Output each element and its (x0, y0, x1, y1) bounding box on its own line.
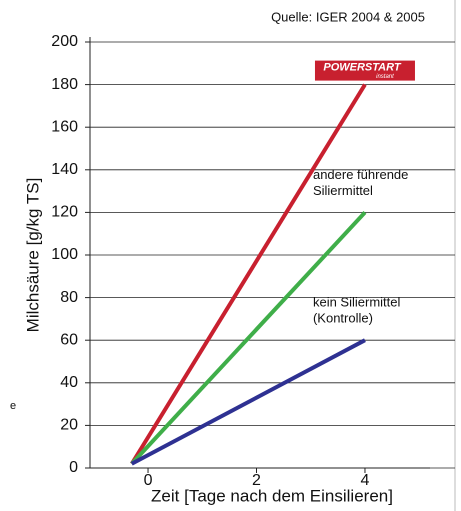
logo-text: POWERSTART (323, 62, 401, 74)
y-tick-label: 80 (60, 289, 78, 306)
y-tick-label: 0 (69, 459, 78, 476)
y-tick-label: 20 (60, 417, 78, 434)
y-tick-label: 160 (51, 118, 78, 135)
y-tick-label: 40 (60, 374, 78, 391)
logo-subtext: instant (376, 74, 394, 80)
series-line (130, 83, 367, 465)
y-tick-label: 120 (51, 204, 78, 221)
x-tick-label: 2 (252, 472, 261, 489)
series-label: (Kontrolle) (313, 311, 373, 326)
series-label: Siliermittel (313, 183, 373, 198)
logo-bg (314, 60, 415, 81)
series-line (130, 211, 367, 466)
y-tick-label: 140 (51, 161, 78, 178)
y-axis-label: Milchsäure [g/kg TS] (23, 178, 42, 333)
y-tick-label: 180 (51, 76, 78, 93)
series-label: andere führende (313, 167, 408, 182)
x-tick-label: 4 (361, 472, 370, 489)
x-tick-label: 0 (144, 472, 153, 489)
cropped-text: e (10, 400, 16, 412)
series-line (130, 338, 366, 466)
y-tick-label: 100 (51, 246, 78, 263)
x-axis-label: Zeit [Tage nach dem Einsilieren] (151, 486, 393, 505)
source: Quelle: IGER 2004 & 2005 (271, 9, 425, 24)
y-tick-label: 200 (51, 33, 78, 50)
series-label: kein Siliermittel (313, 295, 401, 310)
y-tick-label: 60 (60, 331, 78, 348)
